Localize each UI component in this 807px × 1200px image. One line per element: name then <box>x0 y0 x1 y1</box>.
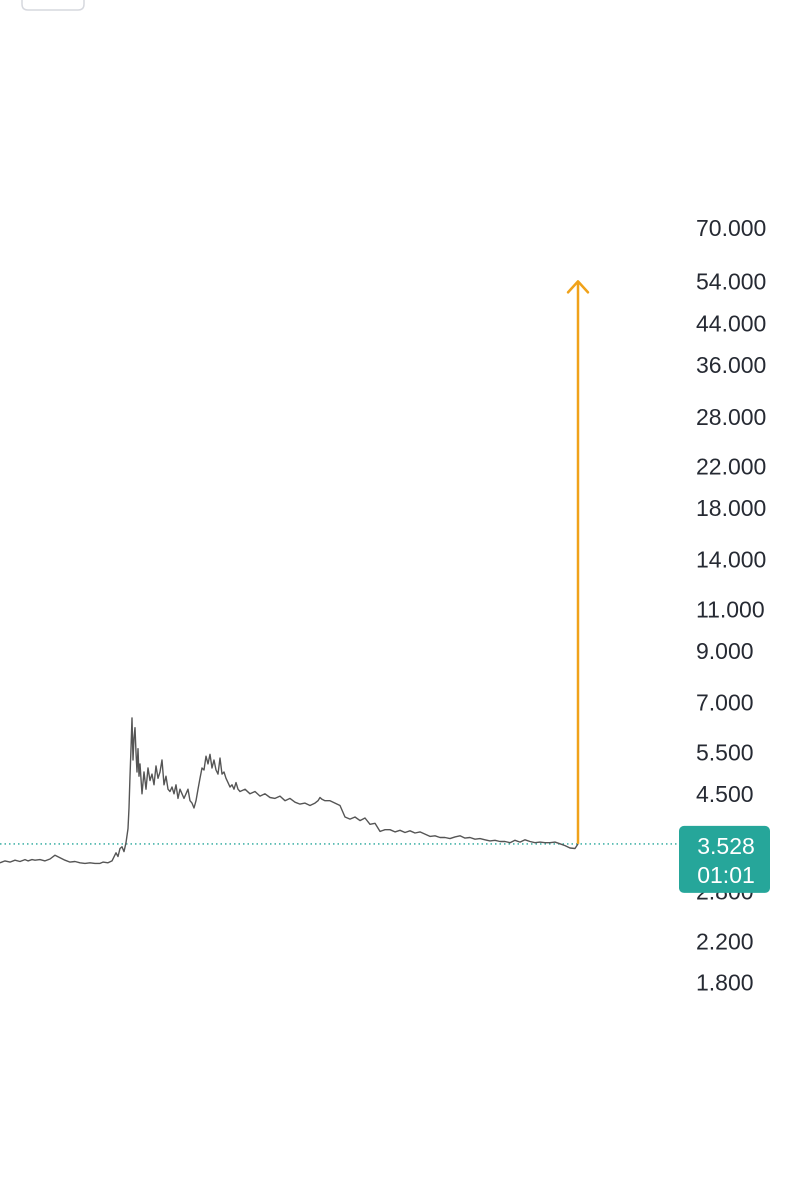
price-series-line <box>0 717 579 865</box>
y-tick-label: 7.000 <box>696 690 754 716</box>
y-tick-label: 11.000 <box>696 596 765 622</box>
y-tick-label: 28.000 <box>696 404 766 430</box>
y-tick-label: 4.500 <box>696 781 754 807</box>
y-axis: 70.000 54.000 44.000 36.000 28.000 22.000 18.0… <box>696 215 766 996</box>
current-price-label: 3.528 <box>697 833 755 859</box>
price-badge-background <box>679 825 770 893</box>
y-tick-label: 22.000 <box>696 454 766 480</box>
y-tick-label: 70.000 <box>696 215 766 241</box>
projection-arrow-head <box>566 280 590 294</box>
y-tick-label: 18.000 <box>696 495 766 521</box>
y-tick-label: 5.500 <box>696 739 754 765</box>
projection-arrow <box>566 280 590 844</box>
y-tick-label: 36.000 <box>696 352 766 378</box>
toolbar-button-corner[interactable] <box>21 0 85 11</box>
y-tick-label: 44.000 <box>696 311 766 337</box>
y-tick-label: 1.800 <box>696 970 754 996</box>
y-tick-label: 2.200 <box>696 928 754 954</box>
y-tick-label: 54.000 <box>696 268 766 294</box>
current-price-badge: 3.528 01:01 <box>679 825 770 893</box>
candle-timer-label: 01:01 <box>697 862 755 888</box>
y-tick-label: 14.000 <box>696 547 766 573</box>
y-tick-label: 9.000 <box>696 638 754 664</box>
